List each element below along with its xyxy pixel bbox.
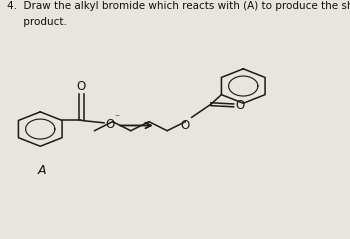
Text: A: A xyxy=(38,164,46,177)
Text: O: O xyxy=(77,80,86,93)
Text: O: O xyxy=(236,99,245,112)
Text: O: O xyxy=(105,118,115,130)
Text: O: O xyxy=(181,119,190,131)
Text: product.: product. xyxy=(7,17,67,27)
Text: ⁻: ⁻ xyxy=(114,114,119,124)
Text: 4.  Draw the alkyl bromide which reacts with (A) to produce the shown: 4. Draw the alkyl bromide which reacts w… xyxy=(7,1,350,11)
